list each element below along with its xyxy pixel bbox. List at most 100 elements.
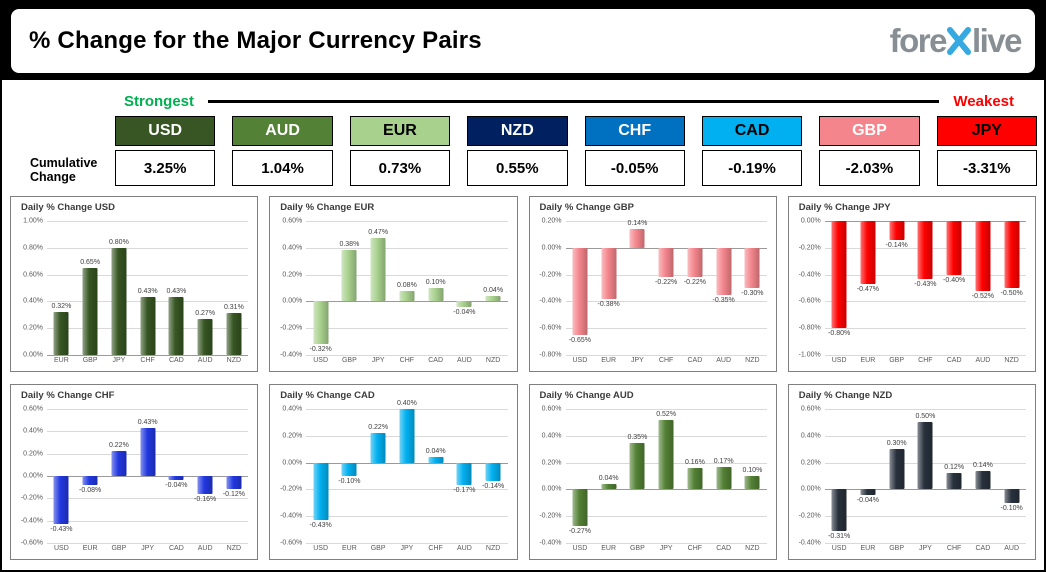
x-axis-label-nzd: NZD: [226, 357, 242, 364]
bar-value-label: 0.22%: [108, 442, 129, 450]
y-tick-label: 0.00%: [282, 297, 303, 305]
x-axis: USD EUR GBP JPY CHF AUD NZD: [306, 545, 507, 557]
y-tick-label: -0.40%: [20, 517, 43, 525]
bar-value-label: 0.38%: [339, 241, 360, 249]
y-tick-label: -0.60%: [280, 539, 303, 547]
x-axis: EUR GBP JPY CHF CAD AUD NZD: [47, 357, 248, 369]
chart-panel-gbp: Daily % Change GBP 0.20% 0.00% -0.20% -0.40%…: [528, 196, 777, 372]
currency-code-gbp: GBP: [819, 116, 920, 146]
chart-title: Daily % Change CAD: [280, 390, 375, 401]
bar-value-label: -0.35%: [712, 296, 735, 304]
currency-cumulative-value-cad: -0.19%: [701, 150, 803, 186]
x-axis-label-eur: EUR: [601, 545, 617, 552]
x-axis-label-cad: CAD: [168, 357, 184, 364]
bar-usd: [53, 476, 69, 525]
y-tick-label: -0.60%: [539, 324, 562, 332]
bar-jpy: [111, 247, 127, 355]
chart-body: 0.60% 0.40% 0.20% 0.00% -0.20% -0.40% -0.27% 0.…: [532, 402, 772, 547]
gridline: [47, 476, 249, 477]
bar-value-label: -0.32%: [309, 346, 332, 354]
bar-aud: [1004, 489, 1020, 503]
x-axis-label-jpy: JPY: [918, 545, 932, 552]
x-axis-label-eur: EUR: [860, 545, 876, 552]
gridline: [306, 328, 508, 330]
bar-jpy: [140, 427, 156, 476]
x-axis-label-cad: CAD: [716, 545, 732, 552]
y-tick-label: -0.60%: [20, 539, 43, 547]
bar-value-label: -0.10%: [1000, 504, 1023, 512]
bar-gbp: [629, 442, 645, 490]
x-axis-label-gbp: GBP: [111, 545, 127, 552]
bar-value-label: 0.43%: [137, 418, 158, 426]
chart-panel-chf: Daily % Change CHF 0.60% 0.40% 0.20% 0.00% -0…: [10, 384, 259, 560]
bar-gbp: [889, 221, 905, 240]
x-axis: USD GBP JPY CHF CAD AUD NZD: [306, 357, 507, 369]
plot-area: -0.27% 0.04% 0.35% 0.52% 0.16% 0.17% 0.10%: [565, 409, 767, 544]
bar-value-label: -0.22%: [683, 279, 706, 287]
x-axis-label-jpy: JPY: [112, 357, 126, 364]
y-tick-label: 0.00%: [800, 217, 821, 225]
gridline: [47, 409, 249, 410]
bar-aud: [456, 462, 472, 486]
y-tick-label: -0.20%: [798, 244, 821, 252]
y-tick-label: 0.60%: [23, 271, 43, 279]
charts-grid: Daily % Change USD 1.00% 0.80% 0.60% 0.40% 0.…: [2, 186, 1044, 566]
bar-nzd: [744, 476, 760, 490]
bar-nzd: [1004, 221, 1020, 288]
gridline: [306, 462, 508, 464]
logo-x-icon: [946, 27, 971, 55]
bar-value-label: 0.10%: [425, 279, 446, 286]
chart-title: Daily % Change NZD: [798, 390, 893, 401]
bar-usd: [572, 247, 588, 335]
currency-cumulative-value-aud: 1.04%: [232, 150, 333, 186]
header: % Change for the Major Currency Pairs fo…: [2, 2, 1044, 80]
gridline: [565, 301, 767, 303]
bar-value-label: 0.04%: [483, 287, 504, 295]
x-axis-label-jpy: JPY: [630, 357, 644, 364]
gridline: [306, 355, 508, 356]
chart-panel-nzd: Daily % Change NZD 0.60% 0.40% 0.20% 0.00% -0…: [787, 384, 1036, 560]
x-axis-label-eur: EUR: [601, 357, 617, 364]
gridline: [47, 498, 249, 500]
y-tick-label: -0.20%: [539, 271, 562, 279]
currency-cumulative-value-nzd: 0.55%: [467, 150, 568, 186]
page-title: % Change for the Major Currency Pairs: [29, 27, 482, 54]
gridline: [824, 301, 1026, 303]
bar-value-label: -0.04%: [856, 496, 879, 504]
currency-cumulative-value-usd: 3.25%: [115, 150, 216, 186]
bar-gbp: [82, 267, 98, 355]
gridline: [47, 520, 249, 522]
bar-chf: [428, 457, 444, 463]
bar-chf: [399, 290, 415, 302]
gridline: [306, 516, 508, 518]
gridline: [47, 247, 249, 249]
bar-value-label: 0.27%: [195, 309, 216, 317]
chart-body: 1.00% 0.80% 0.60% 0.40% 0.20% 0.00% 0.32% 0.65%…: [13, 214, 253, 359]
x-axis-label-gbp: GBP: [889, 357, 905, 364]
weakest-label: Weakest: [953, 92, 1014, 110]
currency-cards: USD 3.25% AUD 1.04% EUR 0.73% NZD 0.55% CHF -0.05…: [115, 116, 1037, 186]
currency-code-nzd: NZD: [467, 116, 568, 146]
x-axis-label-eur: EUR: [53, 357, 69, 364]
y-tick-label: -0.20%: [280, 485, 303, 493]
x-axis-label-chf: CHF: [918, 357, 933, 364]
x-axis-label-eur: EUR: [860, 357, 876, 364]
bar-value-label: -0.43%: [50, 526, 73, 534]
y-axis: 0.60% 0.40% 0.20% 0.00% -0.20% -0.40%: [532, 406, 566, 547]
x-axis-label-aud: AUD: [197, 357, 213, 364]
bar-value-label: 0.40%: [396, 400, 417, 407]
bar-aud: [197, 318, 213, 355]
chart-panel-usd: Daily % Change USD 1.00% 0.80% 0.60% 0.40% 0.…: [10, 196, 259, 372]
bar-nzd: [226, 313, 242, 355]
y-tick-label: 0.00%: [23, 351, 43, 359]
y-axis: 0.40% 0.20% 0.00% -0.20% -0.40% -0.60%: [272, 406, 306, 547]
bar-value-label: -0.50%: [1000, 290, 1023, 297]
bar-usd: [831, 221, 847, 329]
x-axis-label-nzd: NZD: [745, 357, 760, 364]
bar-value-label: -0.31%: [828, 532, 851, 540]
chart-body: 0.40% 0.20% 0.00% -0.20% -0.40% -0.60% -0.43% -…: [272, 400, 512, 547]
x-axis-label-chf: CHF: [399, 357, 415, 364]
bar-value-label: -0.16%: [194, 495, 217, 503]
y-tick-label: 0.20%: [541, 459, 562, 467]
